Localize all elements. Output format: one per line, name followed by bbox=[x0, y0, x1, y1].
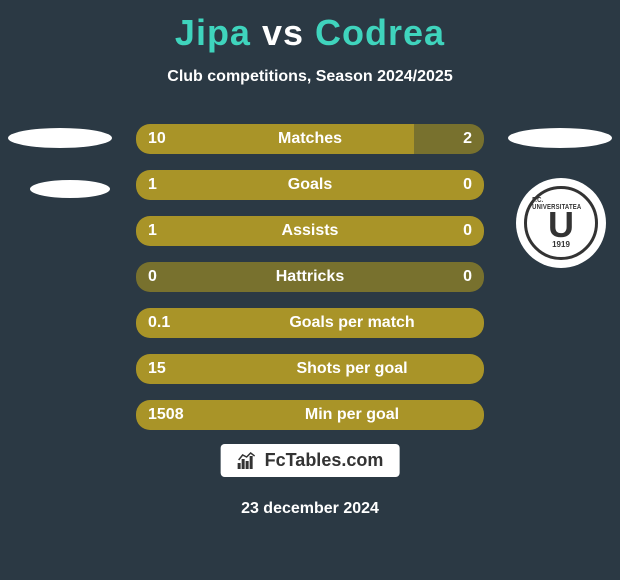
comparison-title: Jipa vs Codrea bbox=[0, 0, 620, 54]
stat-row: 10Assists bbox=[0, 216, 620, 246]
stat-label: Goals bbox=[136, 170, 484, 200]
stat-label: Hattricks bbox=[136, 262, 484, 292]
subtitle: Club competitions, Season 2024/2025 bbox=[0, 68, 620, 86]
stat-row: 10Goals bbox=[0, 170, 620, 200]
date-text: 23 december 2024 bbox=[0, 500, 620, 518]
stat-row: 00Hattricks bbox=[0, 262, 620, 292]
stats-bars-area: 102Matches 10Goals 10Assists 00Hattricks 0.1… bbox=[0, 124, 620, 446]
branding-text: FcTables.com bbox=[265, 450, 384, 471]
stat-value-left: 1508 bbox=[148, 400, 184, 430]
stat-row: 0.1 Goals per match bbox=[0, 308, 620, 338]
fctables-icon bbox=[237, 451, 257, 471]
branding-box: FcTables.com bbox=[221, 444, 400, 477]
player2-name: Codrea bbox=[315, 12, 445, 53]
stat-label: Min per goal bbox=[220, 400, 484, 430]
player1-name: Jipa bbox=[175, 12, 251, 53]
stat-label: Shots per goal bbox=[220, 354, 484, 384]
stat-label: Goals per match bbox=[220, 308, 484, 338]
stat-row: 15 Shots per goal bbox=[0, 354, 620, 384]
stat-value-left: 0.1 bbox=[148, 308, 170, 338]
stat-label: Assists bbox=[136, 216, 484, 246]
stat-value-left: 15 bbox=[148, 354, 166, 384]
vs-separator: vs bbox=[262, 12, 304, 53]
stat-row: 1508 Min per goal bbox=[0, 400, 620, 430]
stat-label: Matches bbox=[136, 124, 484, 154]
stat-row: 102Matches bbox=[0, 124, 620, 154]
